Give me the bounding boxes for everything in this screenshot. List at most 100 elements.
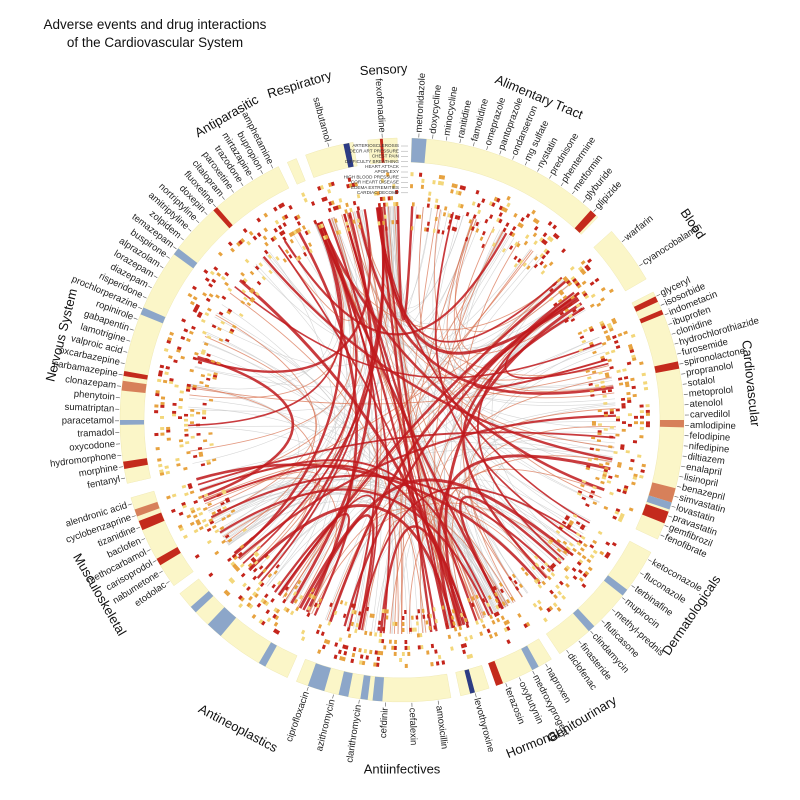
heatmap-cell <box>468 219 473 224</box>
heatmap-cell <box>639 426 644 430</box>
heatmap-cell <box>323 638 328 644</box>
heatmap-cell <box>184 433 189 437</box>
interaction-link <box>206 332 321 546</box>
heatmap-cell <box>159 469 164 474</box>
interaction-link <box>347 212 615 399</box>
heatmap-cell <box>339 656 344 661</box>
heatmap-cell <box>353 610 357 615</box>
heatmap-cell <box>605 374 610 378</box>
drug-label: diltiazem <box>687 451 726 467</box>
heatmap-cell <box>228 330 234 335</box>
heatmap-cell <box>154 432 159 437</box>
heatmap-cell <box>543 561 549 567</box>
heatmap-cell <box>293 215 299 221</box>
heatmap-cell <box>324 234 329 240</box>
heatmap-cell <box>564 548 570 553</box>
ring-highlight <box>123 371 148 380</box>
heatmap-cell <box>551 562 557 568</box>
heatmap-cell <box>248 289 254 294</box>
heatmap-cell <box>240 238 246 243</box>
drug-label: tramadol <box>77 427 114 440</box>
heatmap-cell <box>495 604 500 610</box>
heatmap-cell <box>224 281 229 287</box>
heatmap-cell <box>191 285 197 291</box>
heatmap-cell <box>441 605 445 610</box>
heatmap-cell <box>541 254 547 260</box>
drug-leader <box>640 572 644 576</box>
drug-leader <box>141 538 146 541</box>
interaction-link <box>233 221 358 554</box>
heatmap-cell <box>208 432 213 435</box>
heatmap-cell <box>338 637 343 642</box>
heatmap-cell <box>525 621 531 627</box>
heatmap-cell <box>297 227 302 233</box>
heatmap-cell <box>318 598 323 603</box>
heatmap-cell <box>616 369 621 374</box>
heatmap-cell <box>195 519 201 524</box>
heatmap-cell <box>498 205 504 211</box>
ring-highlight <box>360 675 371 700</box>
heatmap-cell <box>262 599 268 605</box>
heatmap-cell <box>227 557 232 563</box>
heatmap-cell <box>257 580 263 586</box>
heatmap-cell <box>545 250 550 255</box>
heatmap-cell <box>565 565 571 570</box>
heatmap-cell <box>612 320 618 325</box>
heatmap-cell <box>246 602 252 608</box>
heatmap-cell <box>351 609 355 615</box>
heatmap-cell <box>248 595 253 601</box>
heatmap-cell <box>632 476 638 480</box>
heatmap-cell <box>514 586 520 591</box>
interaction-link <box>211 253 538 519</box>
heatmap-cell <box>350 658 355 664</box>
heatmap-cell <box>227 538 233 543</box>
heatmap-cell <box>645 404 650 408</box>
heatmap-cell <box>472 214 477 219</box>
heatmap-cell <box>313 219 318 225</box>
heatmap-cell <box>246 240 252 246</box>
heatmap-cell <box>356 206 361 211</box>
heatmap-cell <box>306 229 311 235</box>
heatmap-cell <box>345 202 349 208</box>
interaction-link <box>396 206 414 321</box>
adverse-event-label: DIFFICULTY BREATHING <box>345 159 399 164</box>
heatmap-cell <box>252 235 258 241</box>
heatmap-cell <box>599 550 605 556</box>
heatmap-cell <box>252 567 258 573</box>
heatmap-cell <box>262 568 267 574</box>
heatmap-cell <box>178 405 183 409</box>
heatmap-cell <box>327 188 332 194</box>
drug-leader <box>126 339 131 342</box>
drug-leader <box>138 306 142 309</box>
heatmap-cell <box>187 292 193 298</box>
drug-leader <box>148 285 152 289</box>
heatmap-cell <box>346 627 351 632</box>
heatmap-cell <box>596 439 602 443</box>
interaction-link <box>262 255 613 461</box>
heatmap-cell <box>227 241 233 247</box>
heatmap-cell <box>386 609 389 614</box>
heatmap-cell <box>192 387 197 391</box>
heatmap-cell <box>170 508 176 513</box>
heatmap-cell <box>546 567 552 573</box>
heatmap-cell <box>243 296 248 301</box>
heatmap-cell <box>178 511 184 516</box>
heatmap-cell <box>386 172 390 177</box>
heatmap-cell <box>351 652 356 658</box>
adverse-event-label: HIGH BLOOD PRESSURE <box>344 174 399 179</box>
heatmap-cell <box>459 612 464 618</box>
heatmap-cell <box>378 638 382 644</box>
ring-highlight <box>140 307 166 324</box>
heatmap-cell <box>350 621 355 627</box>
heatmap-cell <box>590 293 596 299</box>
heatmap-cell <box>598 463 604 467</box>
heatmap-cell <box>252 575 258 581</box>
adverse-event-label: HEART ATTACK <box>365 164 400 169</box>
heatmap-cell <box>626 391 631 396</box>
heatmap-cell <box>437 180 442 186</box>
heatmap-cell <box>352 219 356 225</box>
heatmap-cell <box>583 328 588 333</box>
heatmap-cell <box>411 627 415 632</box>
interaction-link <box>460 240 520 602</box>
drug-leader <box>560 182 564 187</box>
